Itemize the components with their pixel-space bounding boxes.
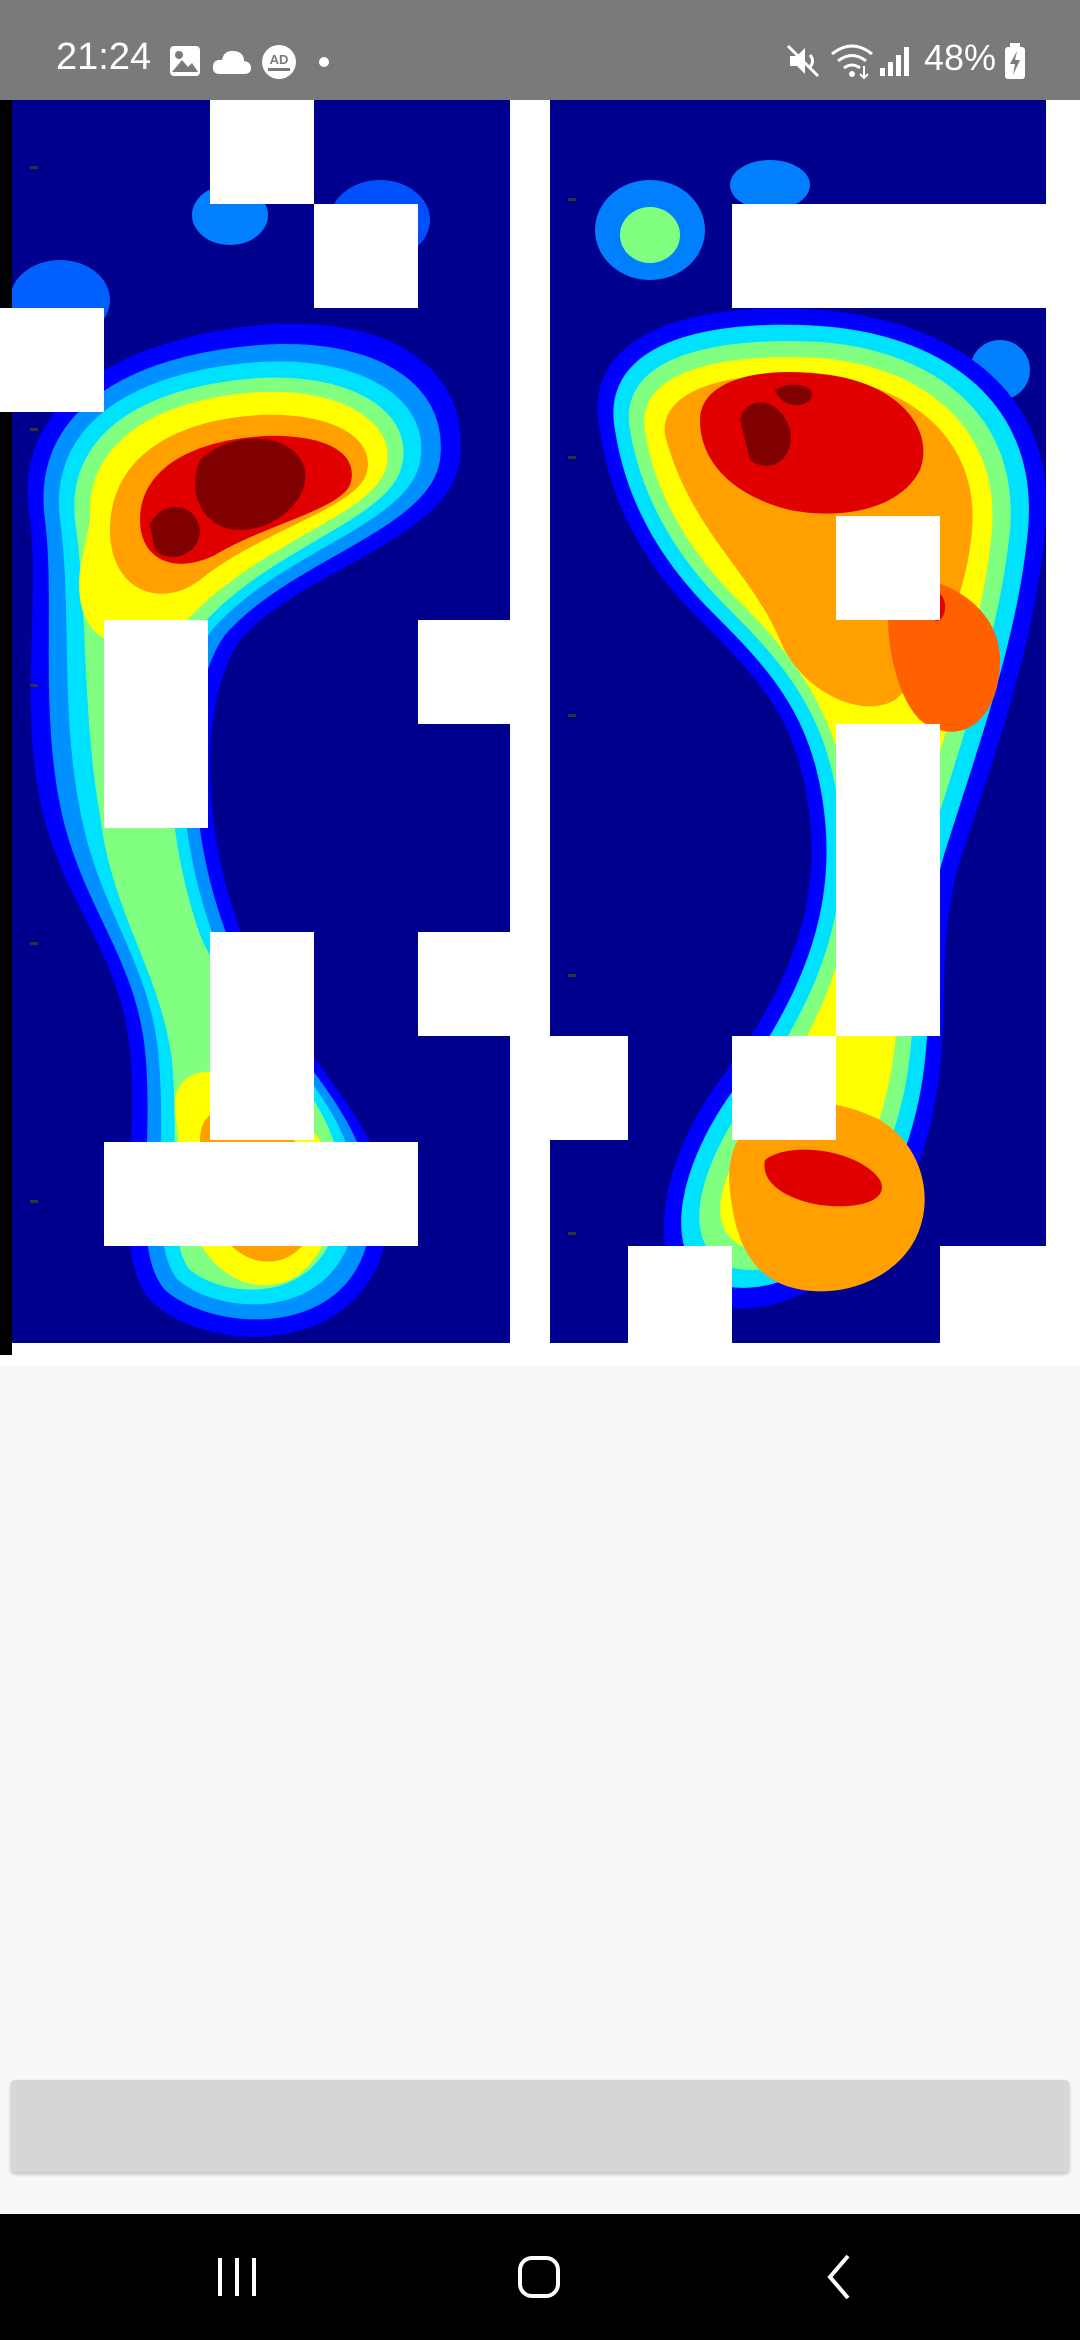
wifi-icon [831,44,873,80]
foot-pressure-map [0,100,1046,1355]
navigation-bar [0,2214,1080,2340]
bottom-action-button[interactable] [11,2080,1069,2172]
left-edge-bar [0,100,12,1355]
tick-marks [30,166,576,1235]
battery-percent: 48% [923,37,996,78]
gallery-icon [170,46,200,76]
status-time: 21:24 [56,36,152,78]
ad-blocker-icon: AD [262,45,296,79]
dot-icon [319,57,329,67]
svg-text:AD: AD [270,52,289,67]
home-button[interactable] [494,2244,584,2310]
foot-pressure-view [0,100,1080,1365]
occlusion-blocks [0,100,1046,1346]
signal-icon [880,47,909,76]
status-bar: 21:24 AD 48% [0,0,1080,100]
back-button[interactable] [796,2244,886,2310]
empty-content-area [0,1365,1080,2080]
recent-apps-button[interactable] [192,2244,282,2310]
battery-charging-icon [1005,43,1025,79]
cloud-icon [212,50,251,74]
mute-icon [786,44,820,78]
